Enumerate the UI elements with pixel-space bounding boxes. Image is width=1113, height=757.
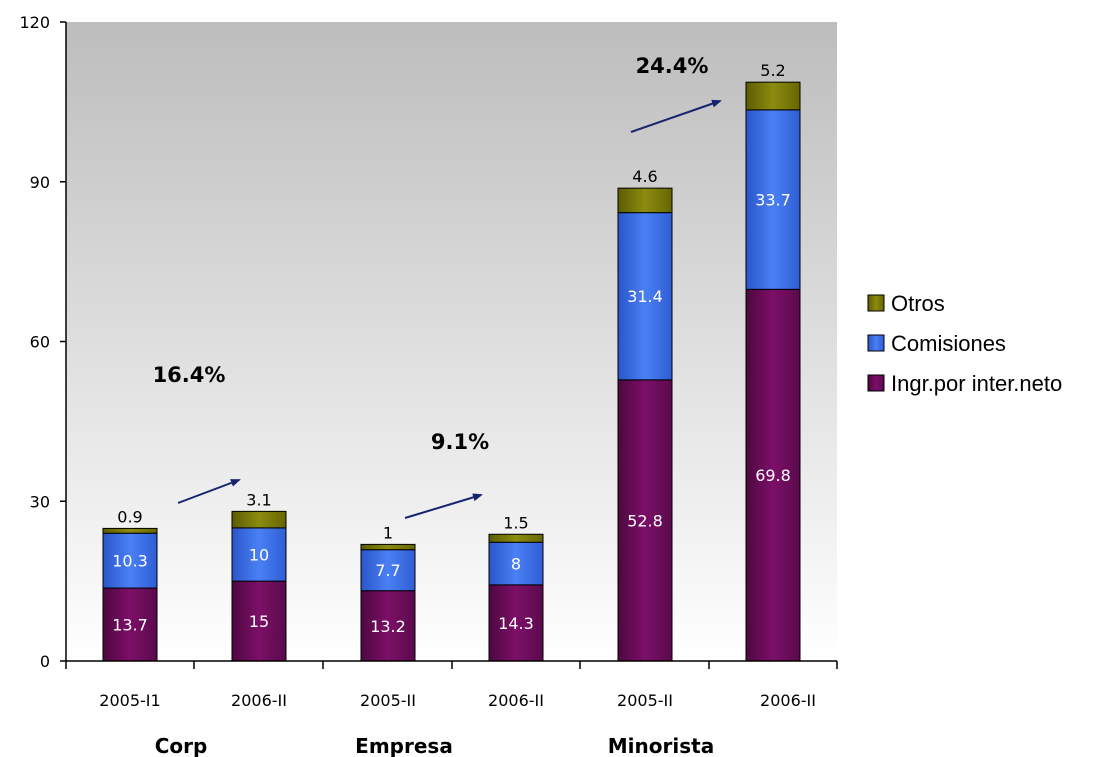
bar-value-label: 31.4 [627,287,663,306]
y-tick-label: 0 [40,652,50,671]
growth-arrow [404,493,483,519]
legend-label: Otros [891,291,945,316]
bar-value-label: 5.2 [760,61,785,80]
bar-value-label: 15 [249,612,269,631]
x-tick-label: 2006-II [760,691,816,710]
legend-swatch [867,334,885,352]
x-tick-label: 2005-I1 [99,691,160,710]
bar-value-label: 33.7 [755,191,791,210]
comisiones-segment [488,541,544,586]
group-label: Corp [155,734,208,757]
x-tick-label: 2005-II [617,691,673,710]
bar-value-label: 3.1 [246,490,271,509]
otros-segment [231,510,287,529]
plot-area [66,22,837,661]
bar-value-label: 10 [249,546,269,565]
otros-segment [102,527,158,534]
growth-annotation: 16.4% [153,363,226,387]
otros-segment [617,187,673,214]
bar-value-label: 7.7 [375,561,400,580]
otros-segment [745,81,801,111]
comisiones-segment [617,212,673,381]
bar-value-label: 1 [383,523,393,542]
bar-value-label: 4.6 [632,167,657,186]
growth-arrow [630,99,722,133]
bar-value-label: 8 [511,555,521,574]
growth-annotation: 24.4% [636,54,709,78]
bar-value-label: 0.9 [117,507,142,526]
bar-value-label: 1.5 [503,513,528,532]
otros-segment [488,533,544,543]
comisiones-segment [745,109,801,290]
y-tick-label: 30 [30,492,50,511]
comisiones-segment [102,532,158,589]
legend-swatch [867,374,885,392]
bar-value-label: 52.8 [627,511,663,530]
bar-value-label: 10.3 [112,552,148,571]
legend-label: Comisiones [891,331,1006,356]
y-tick-label: 60 [30,333,50,352]
bar-value-label: 13.2 [370,617,406,636]
x-tick-label: 2005-II [360,691,416,710]
x-tick-label: 2006-II [488,691,544,710]
comisiones-segment [231,527,287,582]
ingr-segment [102,587,158,662]
bar-value-label: 69.8 [755,466,791,485]
comisiones-segment [360,549,416,592]
bar-value-label: 13.7 [112,616,148,635]
otros-segment [360,543,416,551]
ingr-segment [745,288,801,662]
x-tick-label: 2006-II [231,691,287,710]
group-label: Empresa [355,734,453,757]
legend-swatch [867,294,885,312]
legend: Otros Comisiones Ingr.por inter.neto [867,291,1062,396]
y-tick-label: 120 [19,13,50,32]
legend-label: Ingr.por inter.neto [891,371,1062,396]
growth-arrow [177,479,241,504]
growth-annotation: 9.1% [431,430,489,454]
bar-value-label: 14.3 [498,614,534,633]
group-label: Minorista [608,734,714,757]
y-tick-label: 90 [30,173,50,192]
